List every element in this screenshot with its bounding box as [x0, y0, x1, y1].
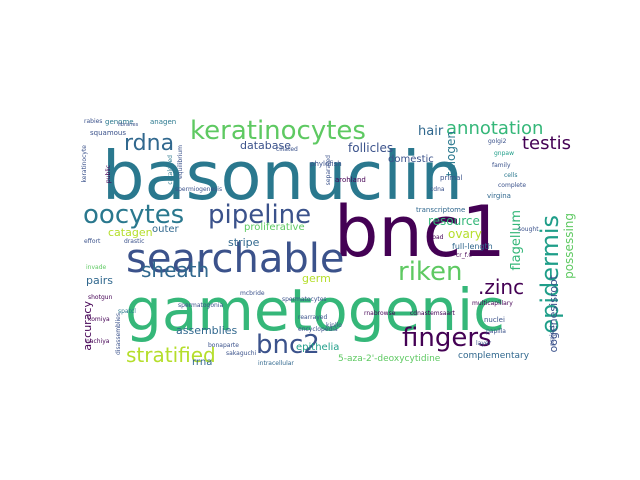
word-cdna: cdna — [430, 186, 445, 193]
word-squamous: squamous — [90, 129, 127, 137]
word-bonaparte: bonaparte — [208, 342, 239, 349]
word-rdna: rdna — [124, 131, 175, 156]
word-anagen: anagen — [150, 118, 177, 126]
word-crf0: cr_f.0 — [456, 252, 473, 259]
word-gametogenic: gametogenic — [125, 276, 506, 344]
word-complementary: complementary — [458, 351, 530, 361]
word-transcriptome: transcriptome — [416, 206, 466, 214]
word-stratified: stratified — [126, 343, 216, 367]
word-separated: separated — [325, 155, 332, 186]
word-genome: genome — [105, 118, 134, 126]
word-encyclopedia: encyclopedia — [298, 326, 338, 333]
word-fingers: fingers — [402, 323, 492, 353]
word-rrna: rrna — [192, 357, 213, 368]
word-germ: germ — [302, 272, 331, 285]
word-mcbride: mcbride — [240, 290, 265, 297]
word-kinllo: kinllo — [326, 322, 342, 329]
word-annotation: annotation — [446, 118, 544, 139]
word-proliferative: proliferative — [244, 222, 305, 233]
word-complete: complete — [498, 182, 527, 189]
word-testis: testis — [522, 133, 571, 154]
word-rearrayed: rearrayed — [298, 314, 328, 321]
word-cdnastemsaart: cdnastemsaart — [410, 310, 455, 317]
word-invade: invade — [86, 264, 107, 271]
word-riken: riken — [398, 257, 463, 287]
word-cataloged: cataloged — [167, 155, 174, 185]
word-public: public — [105, 165, 112, 184]
word-searchable: searchable — [126, 236, 345, 282]
word-shotgun: shotgun — [88, 294, 113, 301]
word-zinc: .zinc — [478, 275, 525, 299]
word-effort: effort — [84, 238, 101, 245]
word-spermatocytes: spermatocytes — [282, 296, 327, 303]
word-sought: sought — [518, 226, 539, 233]
word-virgina: virgina — [487, 192, 511, 200]
word-database: database — [240, 139, 291, 152]
word-golgi2: golgi2 — [488, 138, 507, 145]
word-bnc2: bnc2 — [256, 330, 320, 360]
word-cloud: basonuclin gametogenic bnc1 searchable k… — [80, 115, 576, 371]
word-gnpaw: gnpaw — [494, 150, 515, 157]
word-sakaguchi: sakaguchi — [226, 350, 257, 357]
word-road: road — [430, 234, 444, 241]
word-rnabrowse: rnabrowse — [364, 310, 396, 317]
word-keratinocytes: keratinocytes — [190, 116, 366, 146]
word-arohland: arohland — [335, 176, 366, 184]
word-catagen: catagen — [108, 226, 153, 239]
word-hair: hair — [418, 124, 444, 139]
word-stripe: stripe — [228, 236, 260, 249]
word-assemblies: assemblies — [176, 324, 238, 337]
word-primal: primal — [440, 174, 463, 182]
word-papilla: papilla — [486, 328, 506, 335]
word-epithelia: epithelia — [296, 342, 340, 353]
word-oocytes: oocytes — [83, 200, 185, 230]
word-flagellum: flagellum — [509, 210, 524, 271]
word-follicles: follicles — [348, 141, 394, 155]
word-ciliated: ciliated — [276, 146, 298, 153]
word-rabies: rabies — [84, 118, 103, 125]
word-possessing: possessing — [562, 213, 576, 279]
word-sheath: sheath — [141, 258, 210, 282]
word-pipeline: pipeline — [208, 200, 312, 230]
word-full-length: full-length — [452, 242, 493, 251]
word-ovary: ovary — [448, 227, 482, 241]
word-telogen: telogen — [444, 131, 458, 177]
word-intracellular: intracellular — [258, 360, 294, 367]
word-phylofish: phylofish — [310, 160, 342, 168]
word-resource: resource — [428, 214, 480, 228]
word-cells: cells — [504, 172, 518, 179]
word-project: project — [549, 325, 556, 346]
word-keratinocyte: keratinocyte — [81, 145, 88, 183]
word-spermatogonia: spermatogonia — [178, 302, 224, 309]
word-nachiya: nachiya — [86, 338, 110, 345]
word-nuclei: nuclei — [484, 316, 505, 324]
word-basonuclin: basonuclin — [102, 137, 463, 215]
word-bnc1: bnc1 — [334, 191, 506, 273]
word-pairs: pairs — [86, 274, 114, 287]
word-spermiogenesis: spermiogenesis — [175, 186, 223, 193]
word-family: family — [492, 162, 511, 169]
word-5aza: 5-aza-2'-deoxycytidine — [338, 354, 441, 364]
word-multicapillary: multicapillary — [472, 300, 513, 307]
word-equilibrium: equilibrium — [177, 145, 184, 179]
word-libraries: libraries — [118, 122, 139, 128]
word-komiya: komiya — [88, 316, 110, 323]
word-spatcl: spatcl — [118, 308, 136, 315]
word-layer: layer — [476, 340, 492, 347]
word-disassemblies: disassemblies — [115, 313, 122, 356]
word-domestic: domestic — [388, 154, 434, 165]
word-outer: outer — [152, 224, 179, 235]
word-drastic: drastic — [124, 238, 145, 245]
